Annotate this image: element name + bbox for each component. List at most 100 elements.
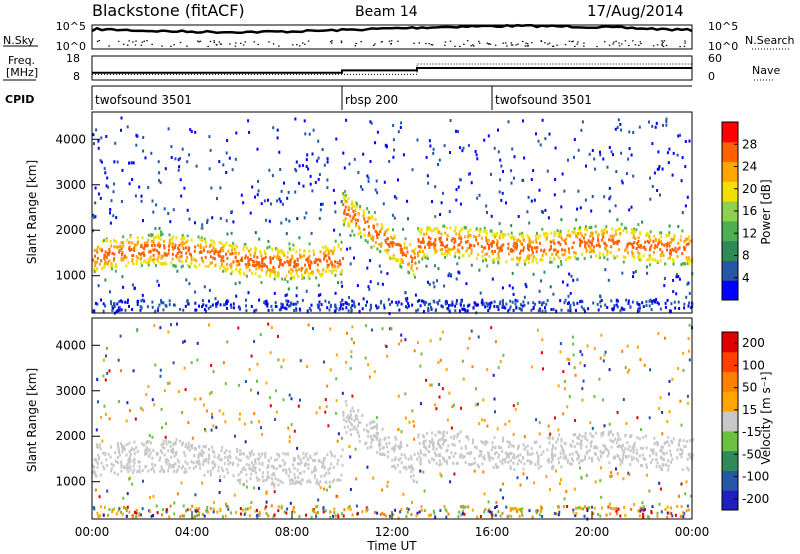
- range-cell: [311, 189, 314, 193]
- range-cell: [324, 509, 327, 513]
- range-cell: [560, 205, 563, 209]
- range-cell: [256, 362, 259, 366]
- range-cell: [329, 303, 332, 307]
- range-cell: [109, 265, 112, 269]
- range-cell: [194, 465, 197, 468]
- range-cell: [661, 451, 664, 455]
- range-cell: [333, 248, 336, 252]
- range-cell: [400, 508, 403, 511]
- range-cell: [390, 300, 393, 304]
- range-cell: [148, 250, 151, 254]
- range-cell: [682, 368, 685, 372]
- range-cell: [321, 148, 324, 151]
- range-cell: [92, 258, 94, 262]
- range-cell: [176, 252, 179, 255]
- range-cell: [673, 300, 676, 304]
- range-cell: [568, 272, 571, 276]
- colorbar-swatch: [722, 450, 738, 471]
- range-cell: [395, 196, 398, 200]
- range-cell: [342, 219, 345, 223]
- range-cell: [229, 455, 232, 459]
- range-cell: [526, 210, 529, 214]
- range-cell: [178, 255, 181, 259]
- range-cell: [293, 458, 296, 462]
- range-cell: [412, 419, 415, 423]
- range-cell: [499, 247, 502, 251]
- range-cell: [497, 128, 499, 132]
- range-cell: [648, 489, 651, 493]
- range-cell: [206, 510, 209, 514]
- range-cell: [602, 253, 605, 256]
- colorbar-tick-label: -200: [742, 492, 769, 506]
- range-cell: [179, 156, 182, 160]
- noise-search-dot: [141, 41, 144, 43]
- range-cell: [320, 202, 322, 206]
- range-cell: [214, 463, 217, 467]
- range-cell: [631, 446, 634, 450]
- range-cell: [612, 254, 615, 258]
- range-cell: [283, 463, 286, 466]
- range-cell: [454, 255, 457, 259]
- range-cell: [210, 239, 212, 243]
- range-cell: [661, 445, 664, 449]
- range-cell: [507, 242, 510, 246]
- range-cell: [201, 239, 204, 242]
- colorbar-tick-label: 50: [742, 381, 757, 395]
- range-cell: [244, 263, 247, 267]
- range-cell: [410, 464, 413, 468]
- range-cell: [609, 251, 612, 255]
- range-cell: [168, 239, 171, 243]
- range-cell: [397, 178, 399, 182]
- range-cell: [258, 478, 261, 482]
- range-cell: [194, 301, 197, 305]
- range-cell: [239, 478, 242, 482]
- range-cell: [328, 308, 331, 312]
- range-cell: [670, 453, 673, 457]
- range-cell: [198, 304, 200, 308]
- range-cell: [110, 302, 113, 306]
- range-cell: [160, 233, 163, 237]
- range-cell: [291, 256, 294, 260]
- range-cell: [630, 455, 633, 459]
- range-cell: [616, 305, 619, 309]
- range-cell: [238, 270, 240, 274]
- range-cell: [372, 226, 375, 230]
- range-cell: [473, 235, 476, 238]
- range-cell: [645, 233, 648, 237]
- range-cell: [270, 464, 273, 468]
- range-cell: [667, 436, 670, 439]
- range-cell: [299, 471, 302, 475]
- range-cell: [303, 249, 306, 253]
- range-cell: [433, 300, 436, 304]
- range-cell: [93, 469, 96, 473]
- range-cell: [260, 202, 263, 206]
- range-cell: [212, 246, 215, 250]
- range-cell: [676, 456, 678, 460]
- range-cell: [252, 259, 254, 263]
- range-cell: [164, 253, 167, 257]
- range-cell: [171, 257, 174, 261]
- range-cell: [383, 180, 386, 184]
- range-cell: [484, 246, 486, 250]
- range-cell: [679, 447, 682, 451]
- range-cell: [648, 240, 650, 244]
- range-cell: [122, 244, 125, 248]
- range-cell: [337, 243, 340, 247]
- range-cell: [212, 461, 215, 465]
- range-cell: [150, 239, 153, 243]
- range-cell: [425, 447, 428, 451]
- range-cell: [413, 252, 416, 256]
- range-cell: [525, 257, 528, 261]
- range-cell: [500, 244, 503, 248]
- range-cell: [309, 308, 312, 312]
- range-cell: [540, 248, 543, 252]
- range-cell: [139, 305, 142, 309]
- range-cell: [230, 305, 233, 309]
- range-cell: [456, 461, 459, 465]
- range-cell: [600, 333, 603, 337]
- range-cell: [411, 500, 413, 504]
- range-cell: [547, 460, 550, 464]
- range-cell: [307, 323, 310, 327]
- range-cell: [185, 470, 188, 474]
